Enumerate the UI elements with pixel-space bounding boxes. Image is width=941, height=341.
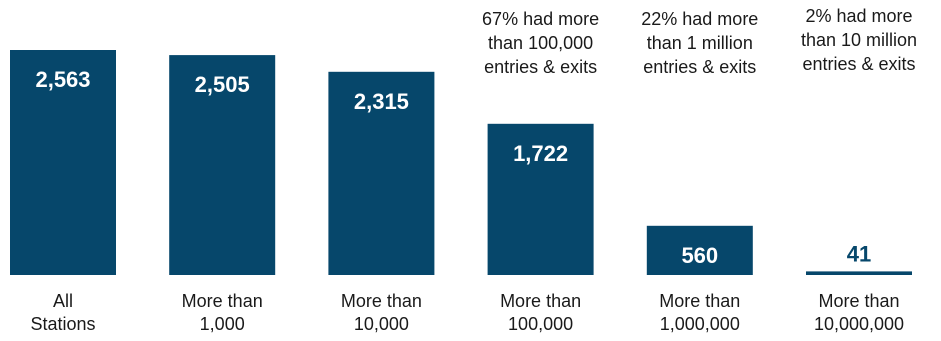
category-label-5: More than 10,000,000 <box>814 291 904 334</box>
category-label-line: More than <box>818 291 899 311</box>
bar-5 <box>806 271 912 275</box>
annotation-line: than 100,000 <box>488 33 593 53</box>
category-label-4: More than 1,000,000 <box>659 291 740 334</box>
category-label-line: 10,000 <box>354 314 409 334</box>
annotation-line: entries & exits <box>802 54 915 74</box>
bar-4 <box>646 225 753 275</box>
category-label-0: All Stations <box>30 291 95 334</box>
value-label-0: 2,563 <box>35 67 90 92</box>
value-label-5: 41 <box>847 241 871 266</box>
bar-2 <box>328 71 435 275</box>
category-label-line: Stations <box>30 314 95 334</box>
category-label-line: 1,000,000 <box>660 314 740 334</box>
value-labels-group: 2,563 2,505 2,315 1,722 560 41 <box>35 67 871 268</box>
category-label-line: More than <box>341 291 422 311</box>
category-label-line: All <box>53 291 73 311</box>
annotation-5: 2% had more than 10 million entries & exit… <box>801 6 917 74</box>
value-label-2: 2,315 <box>354 89 409 114</box>
bar-3 <box>487 123 594 275</box>
category-label-line: 100,000 <box>508 314 573 334</box>
category-label-line: More than <box>659 291 740 311</box>
value-label-3: 1,722 <box>513 141 568 166</box>
bars-group <box>10 50 912 275</box>
annotation-line: 22% had more <box>641 9 758 29</box>
value-label-4: 560 <box>681 243 718 268</box>
category-label-line: 10,000,000 <box>814 314 904 334</box>
category-label-line: More than <box>500 291 581 311</box>
annotation-line: than 1 million <box>647 33 753 53</box>
annotation-line: entries & exits <box>643 57 756 77</box>
annotation-4: 22% had more than 1 million entries & exit… <box>641 9 758 77</box>
category-label-2: More than 10,000 <box>341 291 422 334</box>
category-label-line: More than <box>182 291 263 311</box>
bar-0 <box>10 50 116 275</box>
annotation-3: 67% had more than 100,000 entries & exits <box>482 9 599 77</box>
annotation-line: than 10 million <box>801 30 917 50</box>
bar-1 <box>169 55 276 275</box>
annotation-line: 2% had more <box>805 6 912 26</box>
value-label-1: 2,505 <box>195 72 250 97</box>
annotation-line: entries & exits <box>484 57 597 77</box>
category-label-1: More than 1,000 <box>182 291 263 334</box>
category-label-3: More than 100,000 <box>500 291 581 334</box>
category-label-line: 1,000 <box>200 314 245 334</box>
annotation-line: 67% had more <box>482 9 599 29</box>
annotations-group: 67% had more than 100,000 entries & exits2… <box>482 6 917 77</box>
category-labels-group: All Stations More than 1,000 More than 10,000… <box>30 291 904 334</box>
